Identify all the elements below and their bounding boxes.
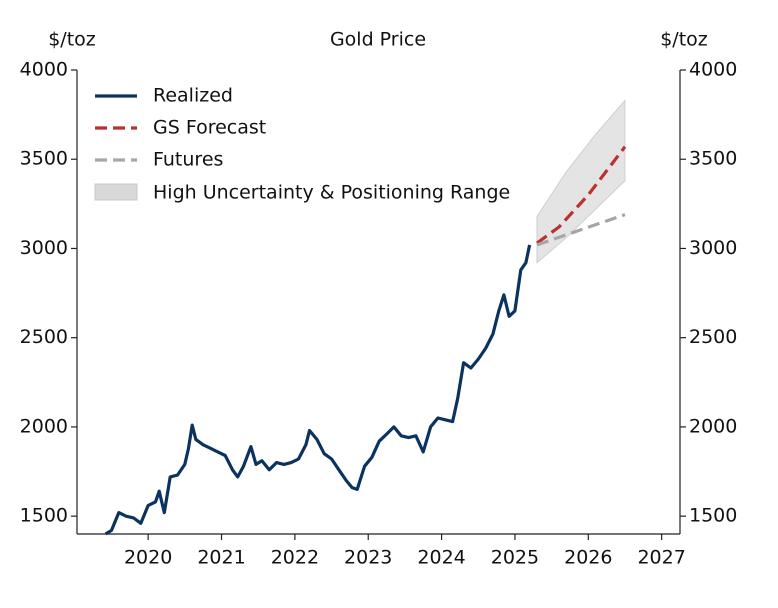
uncertainty-band [536,99,626,264]
y-tick-label: 1500 [20,505,68,527]
x-tick-label: 2027 [637,547,685,569]
y-tick-label: 4000 [20,59,68,81]
y2-tick-label: 1500 [689,505,737,527]
x-tick-label: 2024 [417,547,465,569]
y2-tick-label: 3500 [689,148,737,170]
y-tick-label: 3500 [20,148,68,170]
series-line [536,145,627,245]
y-tick-label: 2500 [20,326,68,348]
x-tick-label: 2023 [344,547,392,569]
x-tick-label: 2021 [197,547,245,569]
y-axis-label: $/toz [48,29,96,51]
series-line [536,213,626,247]
chart-title: Gold Price [330,29,426,51]
y2-tick-label: 3000 [689,237,737,259]
legend-swatch [94,183,138,201]
legend-label: Realized [153,85,233,107]
legend-label: High Uncertainty & Positioning Range [153,182,510,204]
y2-tick-label: 2000 [689,415,737,437]
legend-label: Futures [153,149,223,171]
series-line [104,244,532,536]
y2-axis-label: $/toz [660,29,708,51]
x-tick-label: 2022 [271,547,319,569]
y-tick-label: 3000 [20,237,68,259]
y2-tick-label: 2500 [689,326,737,348]
y2-tick-label: 4000 [689,59,737,81]
x-tick-label: 2025 [491,547,539,569]
legend-label: GS Forecast [153,117,266,139]
x-tick-label: 2026 [564,547,612,569]
y-tick-label: 2000 [20,415,68,437]
x-tick-label: 2020 [124,547,172,569]
